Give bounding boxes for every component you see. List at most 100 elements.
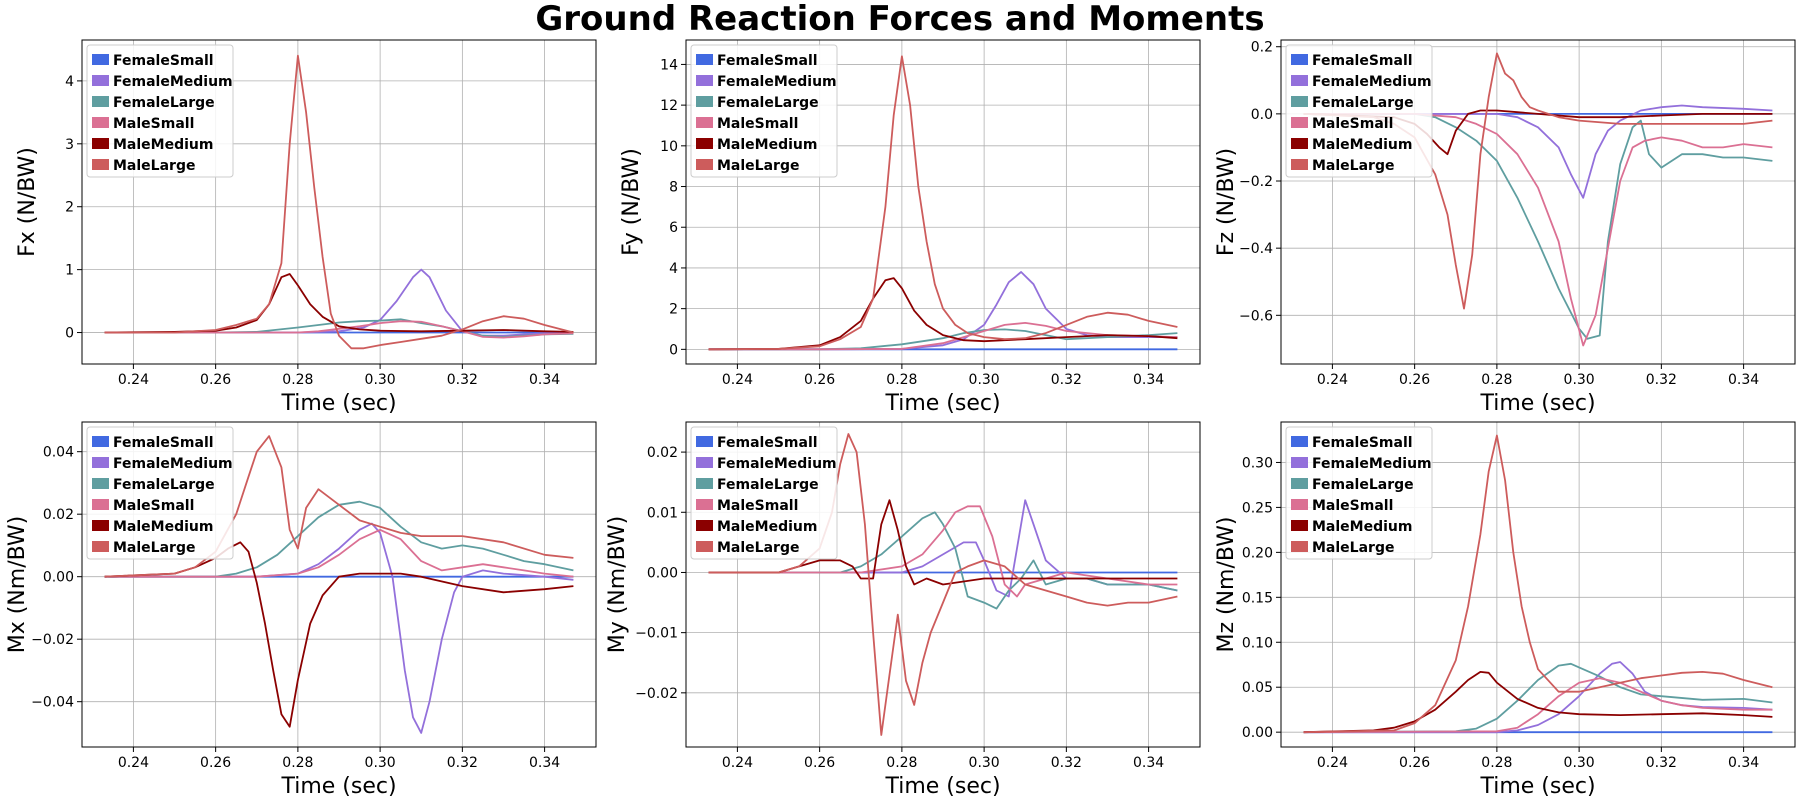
y-tick-label: 14 [660, 57, 678, 73]
legend-swatch-MaleMedium [1291, 138, 1308, 149]
y-tick-label: 0.25 [1242, 500, 1273, 516]
subplot-3: 0.24 0.26 0.28 0.30 0.32 0.34 0.2 0.0 −0.2 −0.4 −0… [1214, 39, 1796, 416]
legend-swatch-MaleLarge [696, 541, 713, 552]
y-tick-label: −0.02 [635, 686, 678, 702]
x-tick-label: 0.26 [804, 755, 835, 771]
legend-swatch-FemaleLarge [1291, 478, 1308, 489]
legend-swatch-MaleLarge [92, 159, 109, 170]
x-tick-label: 0.32 [1051, 755, 1082, 771]
y-tick-label: 0.20 [1242, 545, 1273, 561]
legend-label-FemaleSmall: FemaleSmall [717, 435, 818, 451]
y-tick-label: 8 [669, 180, 678, 196]
legend-swatch-MaleSmall [92, 499, 109, 510]
x-tick-label: 0.34 [1133, 755, 1164, 771]
y-tick-label: 0.10 [1242, 635, 1273, 651]
axes-frame [81, 39, 597, 365]
axes-frame [81, 421, 597, 748]
legend-label-MaleMedium: MaleMedium [717, 137, 817, 153]
x-tick-label: 0.28 [282, 372, 313, 388]
legend-label-MaleSmall: MaleSmall [717, 116, 798, 132]
y-tick-label: 4 [669, 261, 678, 277]
legend-box [1285, 426, 1433, 560]
y-tick-label: −0.04 [31, 695, 74, 711]
legend-label-FemaleMedium: FemaleMedium [1312, 456, 1432, 472]
legend-label-FemaleMedium: FemaleMedium [1312, 74, 1432, 90]
series-line-FemaleMedium [104, 268, 574, 337]
legend-swatch-FemaleSmall [696, 436, 713, 447]
legend-label-MaleSmall: MaleSmall [113, 116, 194, 132]
y-tick-label: −0.02 [31, 632, 74, 648]
legend-label-FemaleSmall: FemaleSmall [113, 435, 214, 451]
legend-label-MaleSmall: MaleSmall [113, 498, 194, 514]
x-tick-label: 0.34 [1728, 372, 1759, 388]
x-tick-label: 0.32 [1051, 372, 1082, 388]
legend-label-MaleMedium: MaleMedium [717, 519, 817, 535]
y-tick-label: 1 [65, 263, 74, 279]
x-tick-label: 0.30 [969, 755, 1000, 771]
legend: FemaleSmall FemaleMedium FemaleLarge MaleSm… [1285, 426, 1433, 560]
legend-label-FemaleMedium: FemaleMedium [113, 74, 233, 90]
legend-swatch-FemaleMedium [92, 75, 109, 86]
x-tick-label: 0.34 [1728, 755, 1759, 771]
legend-label-FemaleLarge: FemaleLarge [113, 95, 215, 111]
subplot-6: 0.24 0.26 0.28 0.30 0.32 0.34 0.00 0.05 0.10 0.15… [1214, 421, 1796, 799]
legend-box [86, 44, 234, 178]
legend-swatch-FemaleLarge [92, 478, 109, 489]
x-tick-label: 0.30 [1564, 755, 1595, 771]
legend-swatch-MaleSmall [696, 499, 713, 510]
legend-label-MaleLarge: MaleLarge [717, 540, 799, 556]
series-line-MaleLarge [104, 54, 574, 350]
x-tick-label: 0.30 [969, 372, 1000, 388]
legend-box [690, 44, 838, 178]
x-axis-label: Time (sec) [1479, 774, 1595, 799]
legend-box [690, 426, 838, 560]
y-axis-label: Fz (N/BW) [1214, 148, 1239, 256]
x-tick-label: 0.24 [1317, 372, 1348, 388]
x-axis-label: Time (sec) [1479, 391, 1595, 416]
y-tick-label: −0.01 [635, 626, 678, 642]
legend-swatch-MaleLarge [696, 159, 713, 170]
legend-label-FemaleLarge: FemaleLarge [113, 477, 215, 493]
legend-swatch-MaleMedium [92, 520, 109, 531]
legend-swatch-FemaleLarge [696, 478, 713, 489]
legend: FemaleSmall FemaleMedium FemaleLarge MaleSm… [690, 426, 838, 560]
x-tick-label: 0.24 [1317, 755, 1348, 771]
x-tick-label: 0.28 [886, 755, 917, 771]
subplot-2: 0.24 0.26 0.28 0.30 0.32 0.34 0 2 4 6 8 10 12 14 Time … [619, 39, 1201, 416]
x-tick-label: 0.26 [804, 372, 835, 388]
x-tick-label: 0.34 [529, 755, 560, 771]
legend-box [86, 426, 234, 560]
series-line-MaleSmall [104, 528, 574, 578]
legend-swatch-FemaleMedium [1291, 75, 1308, 86]
x-tick-label: 0.26 [200, 755, 231, 771]
axes-frame [685, 39, 1201, 365]
legend-swatch-MaleSmall [92, 117, 109, 128]
legend-label-MaleMedium: MaleMedium [113, 519, 213, 535]
legend-label-FemaleLarge: FemaleLarge [1312, 477, 1414, 493]
x-tick-label: 0.26 [1399, 755, 1430, 771]
y-tick-label: 0 [669, 342, 678, 358]
legend-label-MaleLarge: MaleLarge [113, 158, 195, 174]
x-tick-label: 0.32 [447, 372, 478, 388]
series-line-MaleSmall [1303, 113, 1773, 347]
y-tick-label: −0.4 [1239, 241, 1273, 257]
series-line-FemaleLarge [708, 328, 1178, 351]
y-tick-label: 4 [65, 74, 74, 90]
x-tick-label: 0.32 [1646, 755, 1677, 771]
x-tick-label: 0.28 [1481, 755, 1512, 771]
legend-label-MaleLarge: MaleLarge [1312, 540, 1394, 556]
series-line-FemaleLarge [1303, 113, 1773, 340]
legend-label-MaleMedium: MaleMedium [1312, 519, 1412, 535]
series-line-MaleSmall [104, 320, 574, 339]
legend-swatch-FemaleMedium [696, 457, 713, 468]
legend-swatch-FemaleMedium [696, 75, 713, 86]
legend-swatch-MaleLarge [92, 541, 109, 552]
y-tick-label: −0.2 [1239, 174, 1273, 190]
x-tick-label: 0.24 [118, 755, 149, 771]
legend: FemaleSmall FemaleMedium FemaleLarge MaleSm… [1285, 44, 1433, 178]
series-line-MaleMedium [708, 499, 1178, 586]
legend-label-FemaleSmall: FemaleSmall [717, 53, 818, 69]
series-line-FemaleMedium [1303, 104, 1773, 199]
axes-frame [685, 421, 1201, 748]
